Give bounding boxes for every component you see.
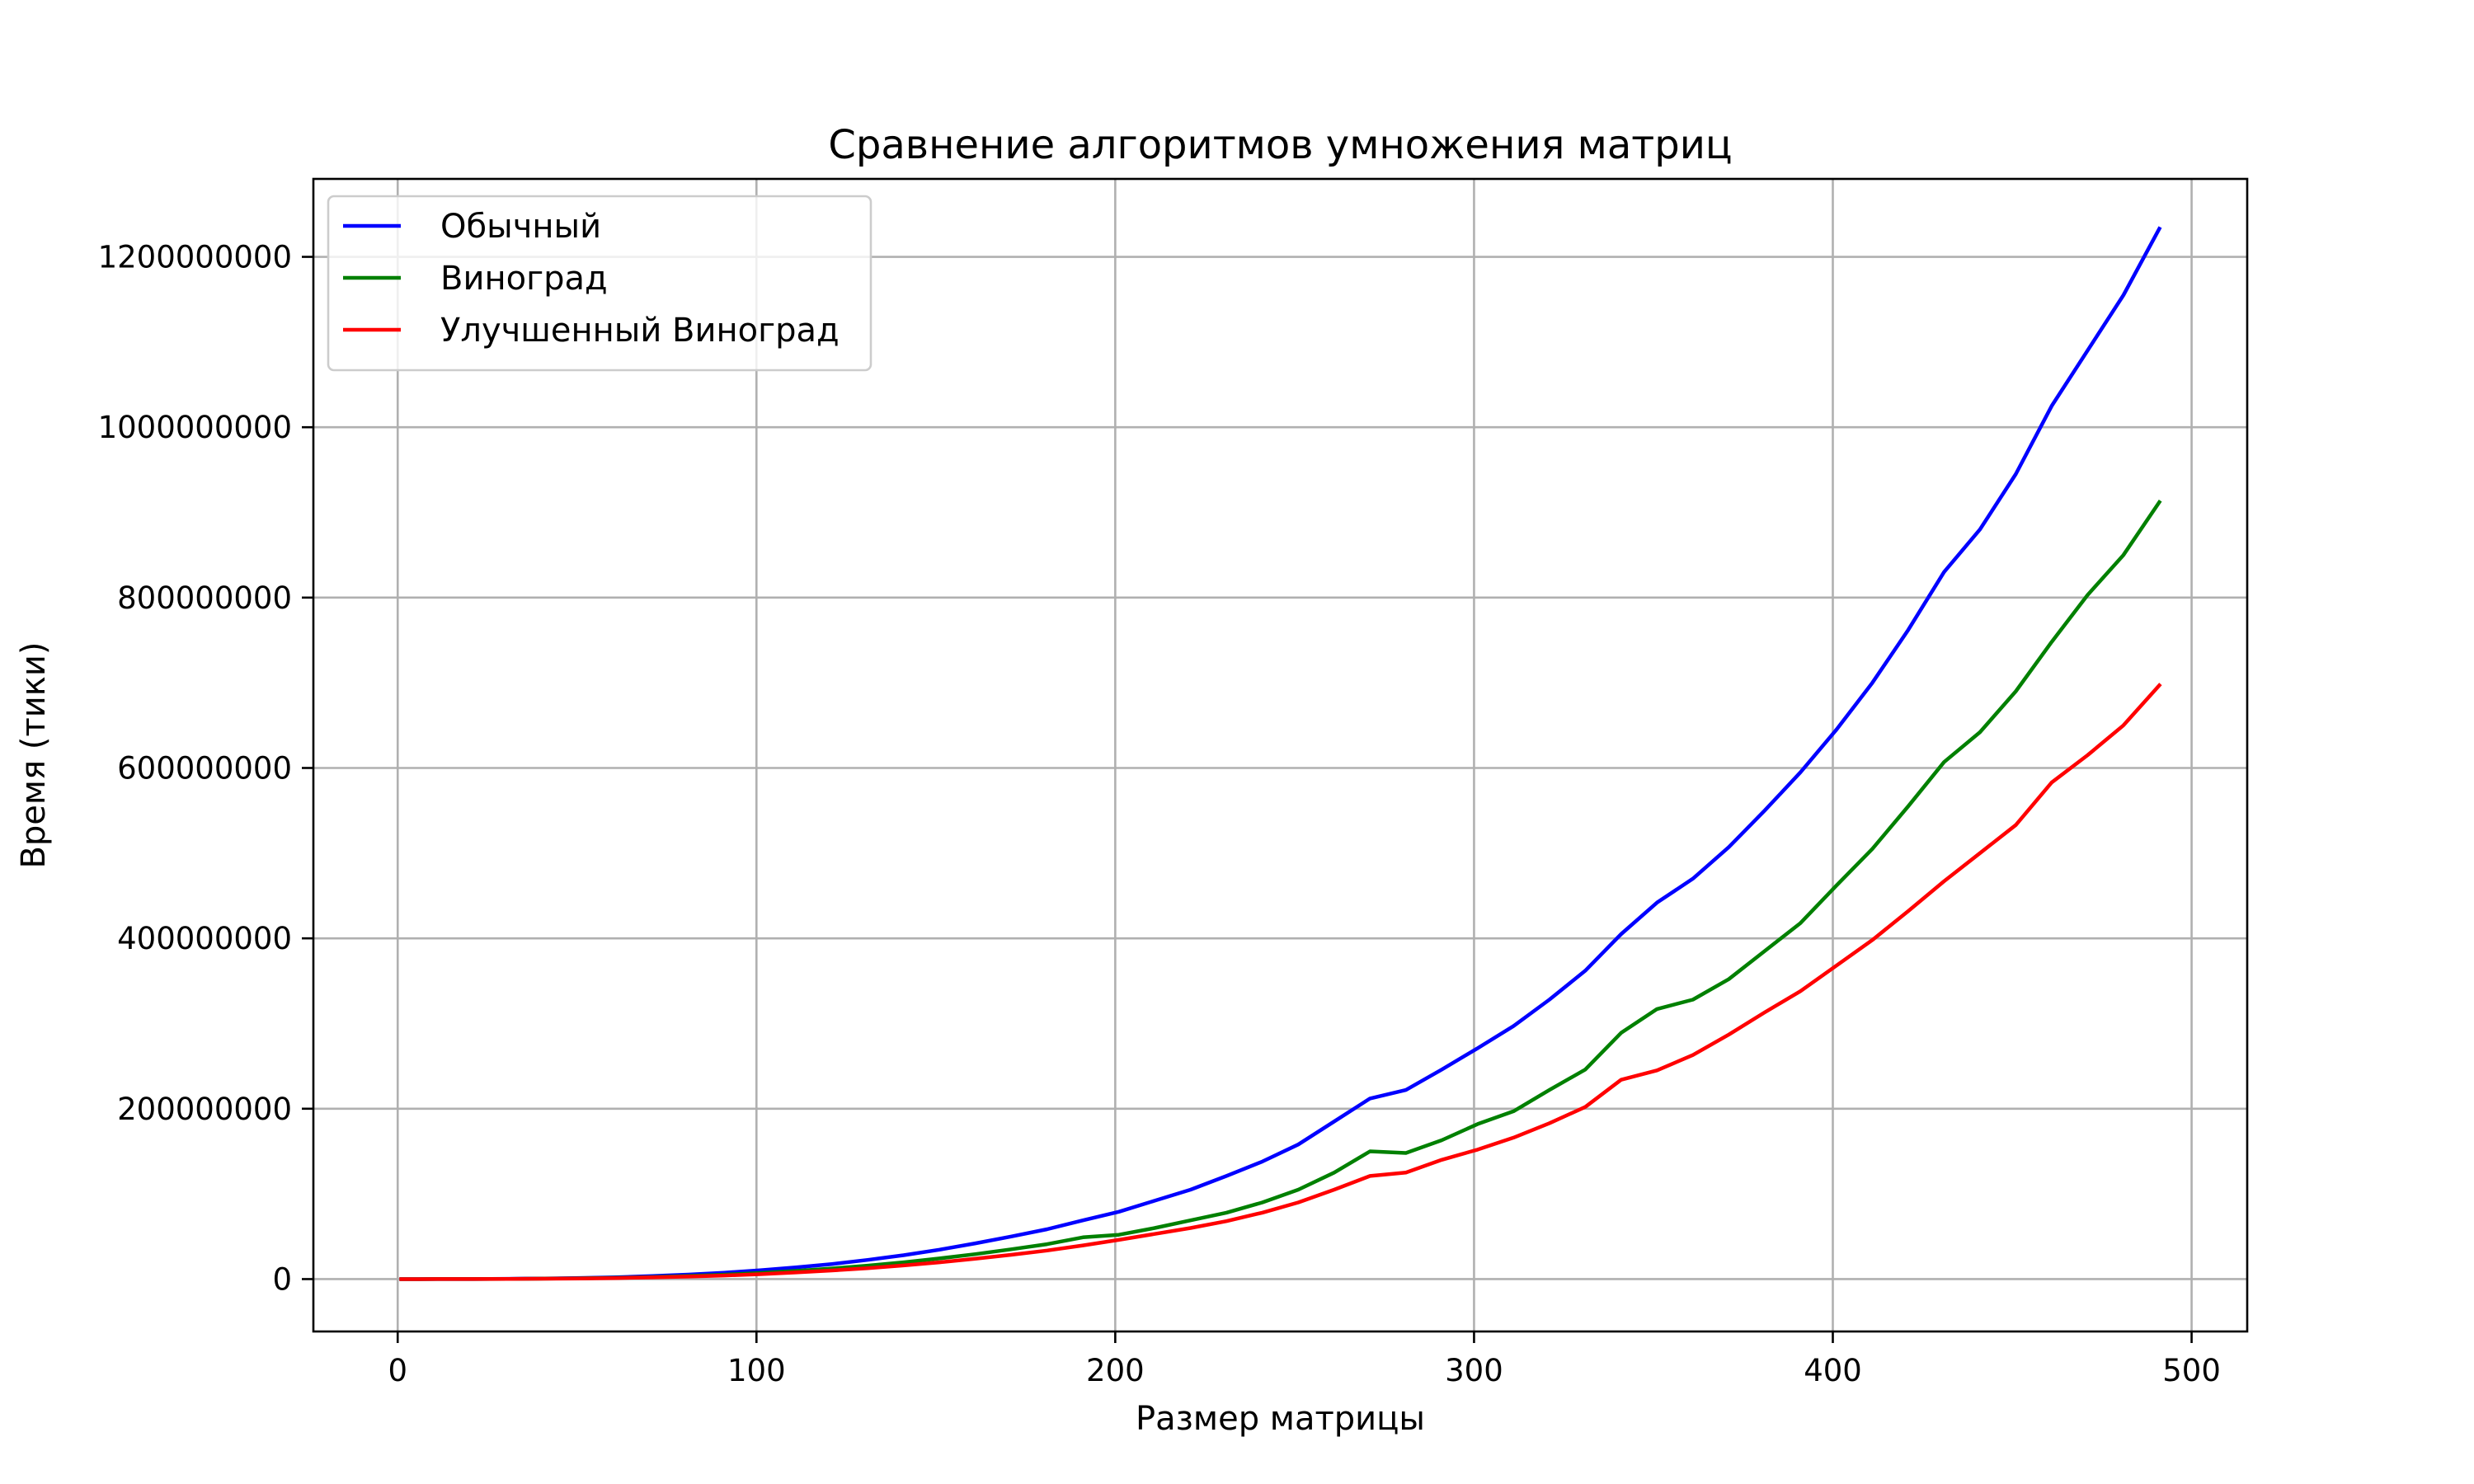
y-tick-label: 1000000000 xyxy=(98,410,292,445)
x-tick-label: 0 xyxy=(388,1353,407,1388)
y-tick-label: 600000000 xyxy=(117,750,292,786)
series-line-2 xyxy=(399,683,2162,1281)
y-tick-label: 1200000000 xyxy=(98,240,292,275)
y-tick-label: 800000000 xyxy=(117,580,292,616)
legend: Обычный Виноград Улучшенный Виноград xyxy=(327,195,872,372)
axes-frame xyxy=(312,177,2249,1333)
y-axis-label: Время (тики) xyxy=(15,641,53,868)
axis-ticks: 0 100 200 300 400 500 0 200000000 400000000 60000… xyxy=(98,240,2221,1388)
legend-box xyxy=(327,195,872,372)
x-tick-label: 200 xyxy=(1086,1353,1145,1388)
x-tick-label: 500 xyxy=(2162,1353,2221,1388)
x-tick-label: 400 xyxy=(1804,1353,1862,1388)
y-tick-label: 200000000 xyxy=(117,1092,292,1127)
chart-title: Сравнение алгоритмов умножения матриц xyxy=(828,122,1732,168)
legend-label-0: Обычный xyxy=(440,208,601,246)
x-tick-label: 300 xyxy=(1445,1353,1503,1388)
x-axis-label: Размер матрицы xyxy=(1136,1400,1425,1438)
y-tick-label: 400000000 xyxy=(117,921,292,956)
series-lines xyxy=(399,226,2162,1281)
legend-label-2: Улучшенный Виноград xyxy=(440,312,840,350)
y-tick-label: 0 xyxy=(272,1261,292,1297)
grid xyxy=(313,179,2247,1331)
legend-label-1: Виноград xyxy=(440,260,608,298)
x-tick-label: 100 xyxy=(727,1353,786,1388)
